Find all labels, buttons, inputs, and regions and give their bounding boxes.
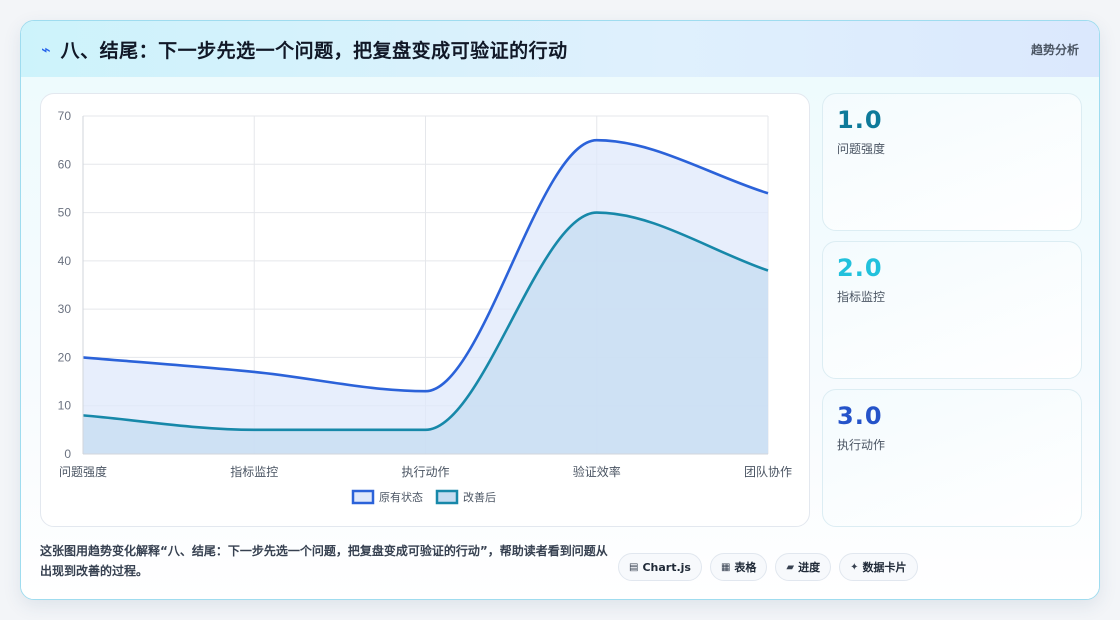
chart-panel: 0 10 20 30 40 50 60 70 问题强度 指标监控 执行动作 验证效率 团队协作原有状态 改… <box>40 93 810 527</box>
chip-label: Chart.js <box>642 560 691 574</box>
progress-icon: ▰ <box>786 561 795 573</box>
sparkle-icon: ✦ <box>850 561 859 573</box>
chip-label: 表格 <box>734 561 757 574</box>
x-tick-label: 验证效率 <box>573 464 621 479</box>
lightning-icon: ⌁ <box>41 39 51 59</box>
stat-value: 3.0 <box>837 402 883 430</box>
y-tick-label: 0 <box>64 447 71 461</box>
legend-swatch-2 <box>435 489 459 505</box>
series-area-2 <box>83 212 768 454</box>
trend-card: ⌁ 八、结尾：下一步先选一个问题，把复盘变成可验证的行动 趋势分析 0 10 20 3… <box>20 20 1100 600</box>
stat-label: 指标监控 <box>837 290 886 304</box>
chip-label: 进度 <box>798 561 821 574</box>
chip-data-cards[interactable]: ✦ 数据卡片 <box>839 553 918 581</box>
category-badge: 趋势分析 <box>1030 42 1079 57</box>
x-tick-label: 执行动作 <box>401 465 449 479</box>
y-tick-label: 70 <box>58 109 72 123</box>
series-line-1 <box>82 138 769 393</box>
chip-progress[interactable]: ▰ 进度 <box>775 553 832 581</box>
stat-value: 2.0 <box>837 254 883 282</box>
y-tick-label: 10 <box>58 399 72 413</box>
legend-label-1: 原有状态 <box>379 490 423 504</box>
table-icon: ▦ <box>720 561 731 573</box>
y-tick-label: 50 <box>58 206 72 220</box>
legend-label-2: 改善后 <box>463 490 496 504</box>
stat-card-3: 3.0 执行动作 <box>822 389 1082 527</box>
stat-card-1: 1.0 问题强度 <box>822 93 1082 231</box>
tag-chips: ▤ Chart.js ▦ 表格 ▰ 进度 ✦ 数据卡片 <box>618 553 918 581</box>
stat-label: 问题强度 <box>837 142 886 156</box>
legend-swatch-1 <box>351 489 375 505</box>
y-tick-label: 20 <box>58 350 72 364</box>
x-tick-label: 团队协作 <box>744 464 792 479</box>
chart-icon: ▤ <box>629 561 639 573</box>
series-line-2 <box>82 211 769 432</box>
y-tick-label: 40 <box>58 254 72 268</box>
x-tick-label: 指标监控 <box>230 464 278 479</box>
y-tick-label: 30 <box>58 302 72 316</box>
x-tick-label: 问题强度 <box>59 464 107 479</box>
card-header: ⌁ 八、结尾：下一步先选一个问题，把复盘变成可验证的行动 趋势分析 <box>21 21 1099 77</box>
stat-card-2: 2.0 指标监控 <box>822 241 1082 379</box>
stat-label: 执行动作 <box>837 438 886 452</box>
page-title: 八、结尾：下一步先选一个问题，把复盘变成可验证的行动 <box>60 39 568 62</box>
chip-table[interactable]: ▦ 表格 <box>709 553 768 581</box>
stat-value: 1.0 <box>837 106 883 134</box>
y-tick-label: 60 <box>58 157 72 171</box>
chip-chartjs[interactable]: ▤ Chart.js <box>618 553 702 581</box>
chip-label: 数据卡片 <box>862 561 907 574</box>
chart-description: 这张图用趋势变化解释“八、结尾：下一步先选一个问题，把复盘变成可验证的行动”，帮… <box>40 544 608 578</box>
